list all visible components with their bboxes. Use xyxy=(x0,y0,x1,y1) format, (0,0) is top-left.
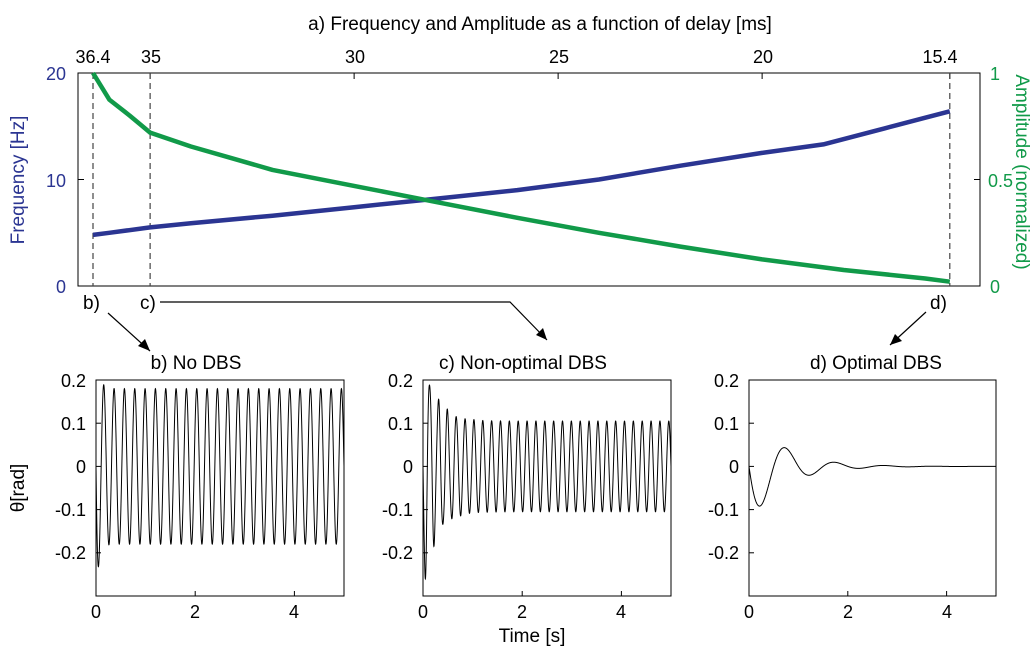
delay-markers xyxy=(92,73,951,286)
xtick-label: 2 xyxy=(517,602,527,622)
panel-d-ticks xyxy=(748,379,948,596)
ytick-label: 0 xyxy=(403,457,413,477)
panel-a-frame xyxy=(77,72,981,287)
top-tick-label: 20 xyxy=(753,47,773,67)
ytick-label: -0.1 xyxy=(382,500,413,520)
xtick-label: 4 xyxy=(616,602,626,622)
panel-c: c) Non-optimal DBS 0.2 0.1 0 -0.1 -0.2 0… xyxy=(382,353,672,647)
ytick-label: 0.1 xyxy=(714,414,739,434)
connector-d-arrowhead xyxy=(890,334,902,345)
panel-a-ticks xyxy=(78,72,980,287)
panel-b-title: b) No DBS xyxy=(151,353,242,374)
series-frequency-line xyxy=(92,109,951,238)
ytick-label: 0.2 xyxy=(714,371,739,391)
left-ytick-label: 10 xyxy=(46,171,66,191)
panel-c-xlabel: Time [s] xyxy=(499,626,566,647)
left-ytick-label: 0 xyxy=(56,277,66,297)
xtick-label: 2 xyxy=(843,602,853,622)
panel-d-frame xyxy=(748,379,997,597)
top-tick-label: 35 xyxy=(141,47,161,67)
panel-c-title: c) Non-optimal DBS xyxy=(439,353,607,374)
xtick-label: 0 xyxy=(418,602,428,622)
right-ytick-label: 0.5 xyxy=(988,171,1013,191)
ytick-label: 0.2 xyxy=(61,371,86,391)
panel-a: a) Frequency and Amplitude as a function… xyxy=(8,14,1032,352)
series-amplitude-line xyxy=(91,71,951,284)
panel-c-frame xyxy=(422,379,672,597)
ytick-label: 0.1 xyxy=(61,414,86,434)
ytick-label: 0.1 xyxy=(388,414,413,434)
top-tick-label: 30 xyxy=(345,47,365,67)
ytick-label: -0.2 xyxy=(382,543,413,563)
connector-b-arrowhead xyxy=(138,339,150,351)
panel-b-signal-line xyxy=(95,383,345,568)
ytick-label: -0.2 xyxy=(708,543,739,563)
right-ytick-label: 0 xyxy=(990,277,1000,297)
panel-b-ylabel: θ[rad] xyxy=(8,464,29,513)
marker-label-b: b) xyxy=(83,293,100,314)
right-axis-label: Amplitude (normalized) xyxy=(1011,74,1032,269)
marker-label-d: d) xyxy=(930,293,947,314)
left-ytick-label: 20 xyxy=(46,64,66,84)
panel-d: d) Optimal DBS 0.2 0.1 0 -0.1 -0.2 0 2 4 xyxy=(708,353,997,622)
panel-a-title: a) Frequency and Amplitude as a function… xyxy=(308,14,772,35)
ytick-label: -0.1 xyxy=(55,500,86,520)
ytick-label: 0.2 xyxy=(388,371,413,391)
panel-d-title: d) Optimal DBS xyxy=(810,353,942,374)
panel-c-signal-line xyxy=(422,384,672,581)
left-axis-label: Frequency [Hz] xyxy=(8,116,29,245)
ytick-label: -0.2 xyxy=(55,543,86,563)
xtick-label: 0 xyxy=(744,602,754,622)
xtick-label: 4 xyxy=(289,602,299,622)
connector-c-arrowhead xyxy=(536,328,547,340)
connector-c xyxy=(160,301,548,341)
top-tick-label: 25 xyxy=(549,47,569,67)
panel-d-signal-line xyxy=(748,447,996,507)
ytick-label: 0 xyxy=(76,457,86,477)
xtick-label: 0 xyxy=(91,602,101,622)
marker-label-c: c) xyxy=(140,293,156,314)
panel-b: b) No DBS θ[rad] 0.2 0.1 0 -0.1 -0.2 0 2… xyxy=(8,353,345,622)
right-ytick-label: 1 xyxy=(990,64,1000,84)
top-tick-label: 15.4 xyxy=(922,47,957,67)
top-tick-label: 36.4 xyxy=(75,47,110,67)
xtick-label: 2 xyxy=(190,602,200,622)
xtick-label: 4 xyxy=(942,602,952,622)
ytick-label: -0.1 xyxy=(708,500,739,520)
ytick-label: 0 xyxy=(729,457,739,477)
